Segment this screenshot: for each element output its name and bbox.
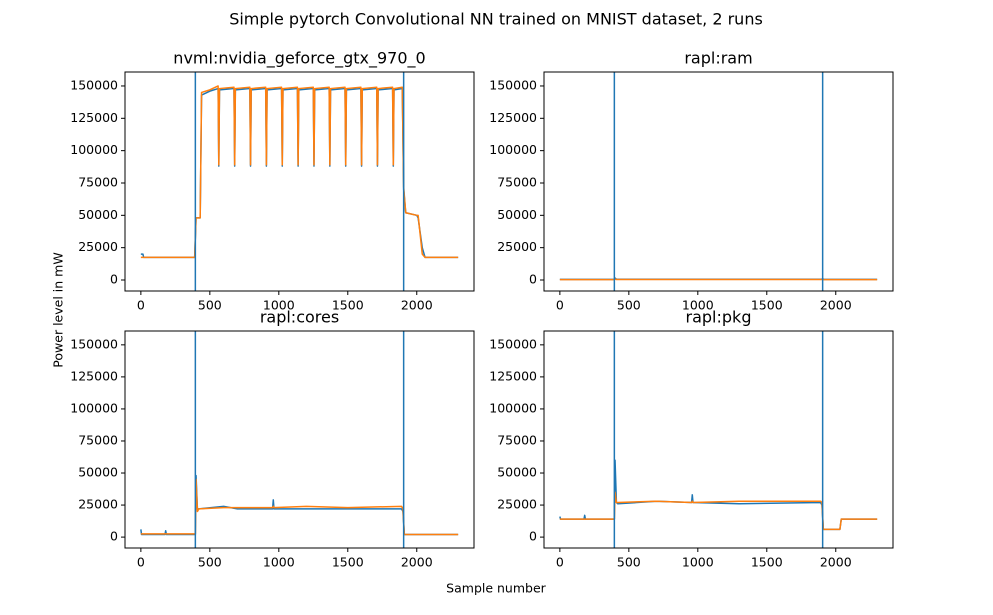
axes-frame (543, 330, 894, 549)
subplot-title: rapl:cores (260, 308, 339, 327)
x-tick-label: 1000 (682, 298, 714, 313)
series-line (140, 474, 459, 536)
x-tick-label: 1500 (332, 555, 364, 570)
x-tick-label: 500 (198, 555, 222, 570)
y-tick-label: 100000 (489, 400, 537, 415)
y-tick-label: 150000 (70, 77, 118, 92)
series-line (140, 85, 459, 259)
subplot-title: rapl:pkg (686, 308, 752, 327)
y-tick-label: 125000 (70, 110, 118, 125)
y-tick-label: 150000 (489, 77, 537, 92)
y-tick-label: 25000 (78, 239, 118, 254)
y-tick-label: 150000 (489, 336, 537, 351)
y-tick-label: 75000 (78, 174, 118, 189)
y-tick-label: 0 (110, 529, 118, 544)
x-tick-label: 2000 (820, 555, 852, 570)
x-tick-label: 1500 (751, 298, 783, 313)
y-tick-label: 25000 (497, 497, 537, 512)
y-tick-label: 50000 (497, 465, 537, 480)
x-tick-label: 1000 (263, 298, 295, 313)
y-tick-label: 100000 (489, 142, 537, 157)
x-tick-label: 0 (556, 555, 564, 570)
y-tick-label: 0 (529, 272, 537, 287)
figure-title: Simple pytorch Convolutional NN trained … (229, 10, 763, 29)
y-tick-label: 75000 (497, 174, 537, 189)
axes-frame (124, 330, 475, 549)
x-tick-label: 0 (137, 298, 145, 313)
y-tick-label: 75000 (78, 432, 118, 447)
y-tick-label: 125000 (70, 368, 118, 383)
series-line (559, 278, 878, 281)
y-tick-label: 125000 (489, 368, 537, 383)
y-tick-label: 50000 (78, 207, 118, 222)
series-line (140, 87, 459, 259)
y-tick-label: 0 (110, 272, 118, 287)
y-tick-label: 100000 (70, 400, 118, 415)
y-tick-label: 125000 (489, 110, 537, 125)
x-tick-label: 1500 (751, 555, 783, 570)
y-tick-label: 75000 (497, 432, 537, 447)
x-tick-label: 2000 (820, 298, 852, 313)
subplot-title: nvml:nvidia_geforce_gtx_970_0 (173, 49, 425, 69)
y-tick-label: 150000 (70, 336, 118, 351)
series-line (559, 491, 878, 531)
x-tick-label: 2000 (401, 555, 433, 570)
x-tick-label: 2000 (401, 298, 433, 313)
x-tick-label: 0 (556, 298, 564, 313)
x-tick-label: 500 (198, 298, 222, 313)
subplot-title: rapl:ram (684, 49, 752, 68)
y-tick-label: 100000 (70, 142, 118, 157)
axes-frame (543, 71, 894, 292)
axes-frame (124, 71, 475, 292)
x-axis-label: Sample number (446, 581, 546, 596)
y-tick-label: 25000 (78, 497, 118, 512)
series-line (140, 478, 459, 536)
y-tick-label: 50000 (78, 465, 118, 480)
y-tick-label: 0 (529, 529, 537, 544)
y-tick-label: 50000 (497, 207, 537, 222)
x-tick-label: 0 (137, 555, 145, 570)
x-tick-label: 1000 (263, 555, 295, 570)
x-tick-label: 500 (617, 555, 641, 570)
x-tick-label: 500 (617, 298, 641, 313)
y-axis-label: Power level in mW (51, 252, 66, 367)
y-tick-label: 25000 (497, 239, 537, 254)
x-tick-label: 1500 (332, 298, 364, 313)
x-tick-label: 1000 (682, 555, 714, 570)
